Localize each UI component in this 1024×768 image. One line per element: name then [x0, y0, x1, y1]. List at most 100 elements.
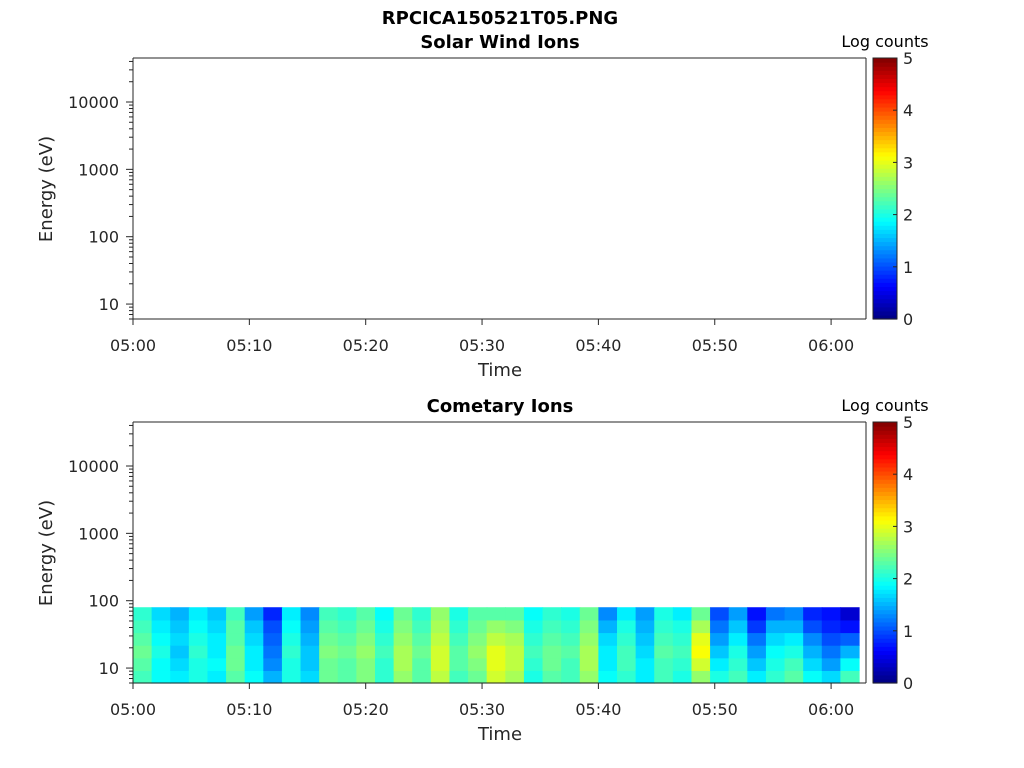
heatmap-cell — [300, 619, 320, 634]
colorbar-band — [873, 143, 897, 149]
y-axis-label: Energy (eV) — [36, 136, 57, 242]
heatmap-cell — [617, 670, 637, 684]
heatmap-cell — [244, 619, 264, 634]
heatmap-cell — [747, 645, 767, 659]
cometary-panel: Cometary Ions Log counts Time Energy (eV… — [36, 396, 929, 745]
heatmap-cell — [784, 645, 804, 659]
colorbar-band — [873, 253, 897, 259]
heatmap-cell — [375, 607, 395, 621]
heatmap-cell — [133, 619, 153, 634]
heatmap-cell — [281, 670, 302, 684]
heatmap-cell — [561, 607, 581, 621]
heatmap-cell — [765, 657, 786, 671]
heatmap-cell — [133, 657, 153, 671]
heatmap-cell — [449, 619, 469, 634]
colorbar-band — [873, 479, 897, 484]
colorbar-band — [873, 670, 897, 676]
colorbar-band — [873, 642, 897, 647]
heatmap-cell — [263, 607, 283, 621]
colorbar-band — [873, 261, 897, 267]
heatmap-cell — [542, 619, 562, 634]
heatmap-cell — [375, 632, 395, 646]
x-tick-label: 05:30 — [459, 336, 505, 355]
heatmap-cell — [430, 607, 451, 621]
colorbar-band — [873, 270, 897, 275]
y-tick-label: 100 — [88, 228, 119, 247]
heatmap-cell — [244, 670, 264, 684]
colorbar-band — [873, 466, 897, 472]
heatmap-cell — [840, 607, 860, 621]
colorbar-band — [873, 302, 897, 308]
heatmap-cell — [505, 632, 525, 646]
heatmap-cell — [710, 607, 730, 621]
heatmap-cell — [356, 619, 376, 634]
colorbar-band — [873, 151, 897, 157]
colorbar-band — [873, 532, 897, 537]
colorbar-band — [873, 422, 897, 427]
colorbar-band — [873, 511, 897, 517]
heatmap-cell — [486, 619, 506, 634]
colorbar-tick-label: 4 — [903, 465, 913, 484]
colorbar-band — [873, 290, 897, 296]
heatmap-cell — [672, 619, 693, 634]
heatmap-cell — [821, 607, 842, 621]
heatmap-cell — [468, 632, 488, 646]
colorbar-band — [873, 674, 897, 680]
heatmap-cell — [281, 619, 302, 634]
x-tick-label: 05:10 — [226, 336, 272, 355]
colorbar-band — [873, 212, 897, 218]
figure-title: RPCICA150521T05.PNG — [382, 8, 618, 29]
colorbar: 0 1 2 3 4 5 — [872, 49, 913, 329]
colorbar-band — [873, 294, 897, 300]
colorbar-band — [873, 438, 897, 443]
y-tick-label: 10 — [99, 295, 119, 314]
heatmap-cell — [728, 657, 748, 671]
heatmap-cell — [579, 607, 599, 621]
heatmap-cell — [523, 607, 544, 621]
heatmap-cell — [505, 645, 525, 659]
panel-title: Solar Wind Ions — [420, 32, 579, 53]
heatmap-cell — [430, 670, 451, 684]
colorbar-band — [873, 638, 897, 643]
heatmap-cell — [635, 607, 655, 621]
x-tick-label: 05:00 — [110, 336, 156, 355]
colorbar-band — [873, 70, 897, 75]
heatmap-cell — [672, 632, 693, 646]
heatmap-cell — [486, 607, 506, 621]
heatmap-cell — [486, 632, 506, 646]
colorbar-band — [873, 164, 897, 169]
heatmap-cell — [523, 619, 544, 634]
colorbar-label: Log counts — [841, 32, 928, 51]
colorbar-band — [873, 495, 897, 501]
heatmap-cell — [207, 632, 227, 646]
heatmap-cell — [188, 607, 209, 621]
colorbar-band — [873, 576, 897, 582]
heatmap-cell — [226, 657, 246, 671]
heatmap-cell — [840, 657, 860, 671]
heatmap-cell — [523, 632, 544, 646]
colorbar-band — [873, 131, 897, 137]
heatmap-cell — [244, 607, 264, 621]
heatmap-cell — [319, 670, 339, 684]
colorbar-band — [873, 102, 897, 108]
heatmap-cell — [784, 607, 804, 621]
colorbar-band — [873, 135, 897, 141]
colorbar-band — [873, 662, 897, 668]
heatmap-cell — [337, 632, 357, 646]
heatmap-cell — [356, 632, 376, 646]
colorbar-band — [873, 568, 897, 574]
heatmap-cell — [226, 607, 246, 621]
colorbar-band — [873, 286, 897, 292]
heatmap-cell — [523, 645, 544, 659]
heatmap-cell — [635, 645, 655, 659]
panel-title: Cometary Ions — [427, 396, 574, 417]
heatmap-cell — [821, 619, 842, 634]
colorbar-band — [873, 298, 897, 304]
colorbar-band — [873, 462, 897, 468]
heatmap-cell — [151, 632, 171, 646]
heatmap-cell — [151, 670, 171, 684]
x-tick-label: 06:00 — [808, 336, 854, 355]
heatmap-cell — [579, 670, 599, 684]
colorbar-band — [873, 62, 897, 67]
colorbar-band — [873, 536, 897, 541]
